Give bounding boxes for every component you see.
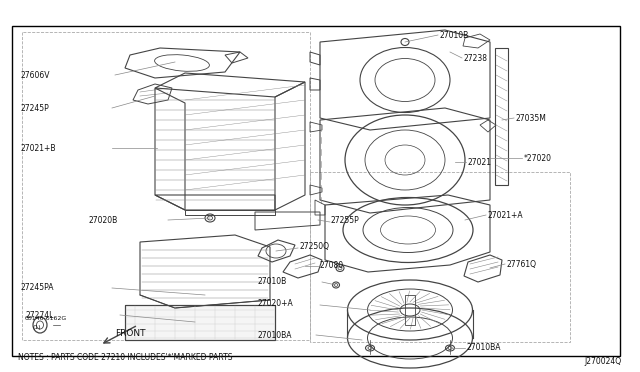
- Text: 27035M: 27035M: [516, 113, 547, 122]
- Text: *27020: *27020: [524, 154, 552, 163]
- Text: 27021: 27021: [468, 157, 492, 167]
- Text: 27250Q: 27250Q: [300, 243, 330, 251]
- Text: 27021+B: 27021+B: [20, 144, 56, 153]
- Text: 27761Q: 27761Q: [507, 260, 537, 269]
- Text: 27238: 27238: [464, 54, 488, 62]
- Text: 27255P: 27255P: [331, 215, 360, 224]
- Text: FRONT: FRONT: [115, 328, 145, 337]
- Text: 27010B: 27010B: [440, 31, 469, 39]
- Bar: [12, 26, 620, 356]
- Text: 08146-6162G: 08146-6162G: [25, 315, 67, 321]
- Text: NOTES : PARTS CODE 27210 INCLUDES'*'MARKED PARTS: NOTES : PARTS CODE 27210 INCLUDES'*'MARK…: [18, 353, 232, 362]
- Text: 27606V: 27606V: [20, 71, 49, 80]
- Text: 27010B: 27010B: [258, 278, 287, 286]
- Text: J270024Q: J270024Q: [585, 357, 622, 366]
- Text: (1): (1): [32, 326, 40, 330]
- Text: 27020B: 27020B: [88, 215, 117, 224]
- Text: 27080: 27080: [320, 262, 344, 270]
- Text: 27245PA: 27245PA: [20, 283, 54, 292]
- Text: 27010BA: 27010BA: [258, 330, 292, 340]
- Text: 27010BA: 27010BA: [467, 343, 502, 353]
- Text: 27245P: 27245P: [20, 103, 49, 112]
- Text: 27021+A: 27021+A: [488, 211, 524, 219]
- Text: 27274L: 27274L: [25, 311, 53, 320]
- Text: 27020+A: 27020+A: [258, 298, 294, 308]
- Polygon shape: [125, 305, 275, 340]
